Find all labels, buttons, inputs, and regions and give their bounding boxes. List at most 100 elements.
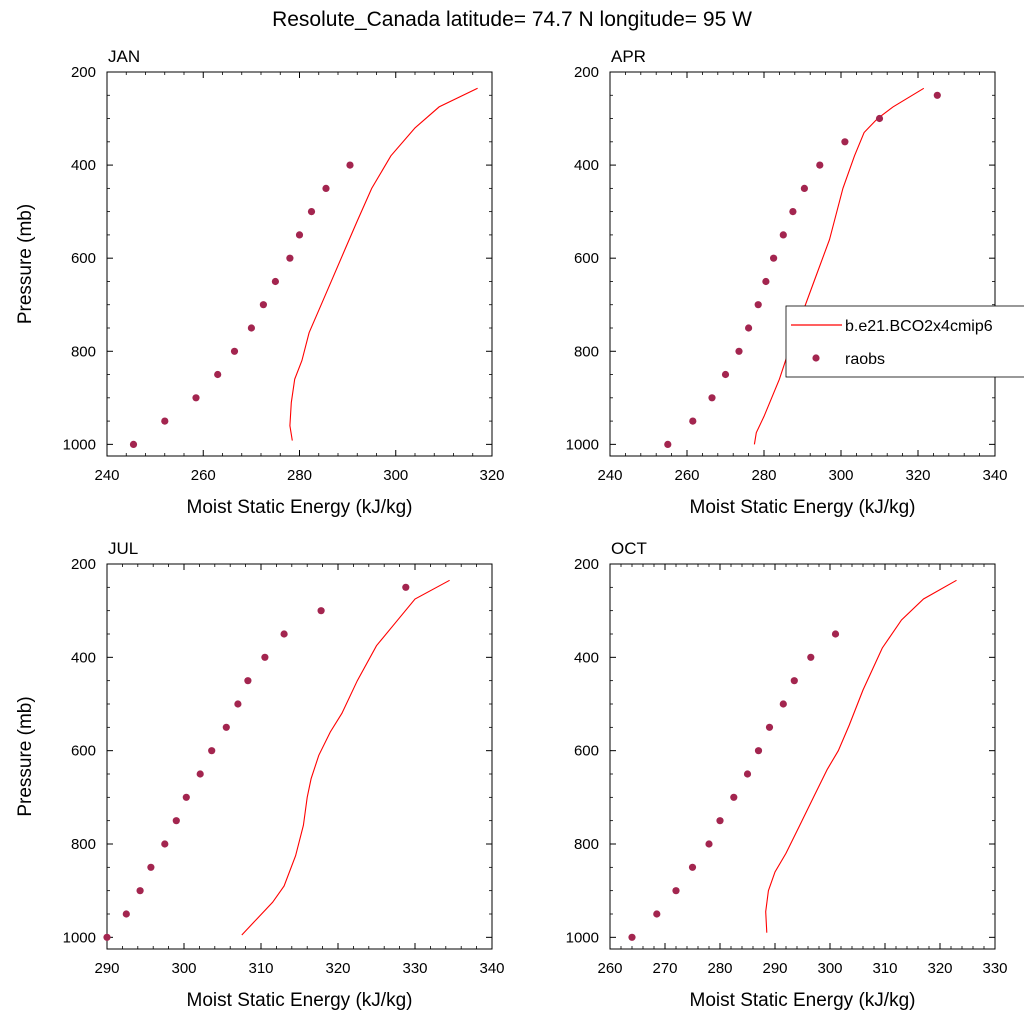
- raobs-point: [875, 114, 884, 123]
- legend-obs-swatch: [812, 354, 820, 362]
- raobs-point: [247, 324, 255, 332]
- panel-oct: 260 270 280 290 300 310 320 330 200 400 600 800 1000…: [566, 539, 1008, 1011]
- panel-jul: 290 300 310 320 330 340 200 400 600 800 1000 JUL Moi…: [15, 539, 505, 1011]
- figure-title: Resolute_Canada latitude= 74.7 N longitu…: [272, 8, 752, 31]
- model-profile-line: [289, 87, 478, 441]
- raobs-point: [214, 370, 222, 379]
- raobs-point: [172, 817, 180, 825]
- y-tick-label: 1000: [566, 436, 599, 453]
- y-tick-label: 1000: [63, 929, 96, 946]
- y-tick-label: 600: [574, 743, 599, 760]
- raobs-point: [831, 630, 840, 638]
- x-tick-label: 310: [248, 960, 273, 977]
- raobs-point: [122, 910, 130, 918]
- x-axis-label: Moist Static Energy (kJ/kg): [187, 990, 413, 1011]
- x-tick-label: 320: [927, 960, 952, 977]
- x-tick-label: 280: [751, 467, 776, 484]
- panels: 240 260 280 300 320 200 400 600 800 1000 JAN Moist …: [15, 47, 1008, 1011]
- raobs-point: [161, 840, 169, 848]
- plot-frame: [106, 563, 493, 950]
- raobs-point: [800, 184, 809, 192]
- raobs-point: [259, 301, 267, 309]
- y-tick-label: 200: [574, 556, 599, 573]
- raobs-point: [762, 277, 770, 286]
- raobs-point: [346, 161, 354, 169]
- x-tick-label: 240: [597, 467, 622, 484]
- raobs-point: [222, 723, 230, 731]
- x-axis-label: Moist Static Energy (kJ/kg): [187, 497, 413, 518]
- legend: b.e21.BCO2x4cmip6 raobs: [785, 305, 1024, 378]
- model-profile-line: [753, 87, 925, 445]
- y-tick-label: 200: [574, 64, 599, 81]
- x-tick-label: 260: [674, 467, 699, 484]
- x-tick-label: 300: [828, 467, 853, 484]
- y-tick-label: 200: [71, 64, 96, 81]
- raobs-point: [136, 887, 144, 895]
- raobs-point: [196, 770, 204, 778]
- x-tick-label: 300: [817, 960, 842, 977]
- raobs-point: [317, 607, 325, 615]
- panel-apr: 240 260 280 300 320 340 200 400 600 800 1000 APR Moi…: [566, 47, 1008, 518]
- raobs-point: [208, 747, 216, 755]
- y-tick-label: 400: [71, 649, 96, 666]
- x-tick-label: 290: [762, 960, 787, 977]
- panel-title: JAN: [108, 47, 140, 66]
- x-tick-label: 310: [872, 960, 897, 977]
- raobs-point: [147, 863, 155, 871]
- y-tick-label: 800: [574, 836, 599, 853]
- raobs-point: [770, 254, 778, 262]
- y-tick-label: 800: [71, 343, 96, 360]
- raobs-point: [730, 793, 738, 801]
- x-tick-label: 290: [94, 960, 119, 977]
- raobs-point: [244, 677, 252, 685]
- raobs-point: [161, 417, 169, 425]
- x-axis-label: Moist Static Energy (kJ/kg): [690, 497, 916, 518]
- x-tick-label: 340: [479, 960, 504, 977]
- y-axis-label: Pressure (mb): [15, 696, 36, 816]
- y-tick-label: 400: [71, 157, 96, 174]
- raobs-point: [789, 208, 797, 216]
- x-tick-label: 320: [479, 467, 504, 484]
- raobs-point: [261, 653, 269, 661]
- y-tick-label: 600: [71, 743, 96, 760]
- plot-frame: [609, 71, 996, 457]
- raobs-point: [745, 324, 753, 332]
- y-tick-label: 1000: [63, 436, 96, 453]
- x-tick-label: 320: [325, 960, 350, 977]
- y-tick-label: 600: [574, 250, 599, 267]
- y-tick-label: 600: [71, 250, 96, 267]
- x-tick-label: 300: [383, 467, 408, 484]
- raobs-point: [816, 161, 824, 169]
- raobs-point: [754, 747, 763, 755]
- y-axis-label: Pressure (mb): [15, 204, 36, 324]
- raobs-point: [933, 91, 941, 99]
- raobs-point: [688, 863, 697, 871]
- x-tick-label: 260: [191, 467, 216, 484]
- raobs-point: [402, 583, 410, 591]
- legend-box: [785, 305, 1024, 378]
- raobs-point: [322, 184, 330, 192]
- model-profile-line: [765, 579, 957, 933]
- raobs-point: [295, 231, 304, 239]
- y-tick-label: 1000: [566, 929, 599, 946]
- x-tick-label: 320: [905, 467, 930, 484]
- y-tick-label: 400: [574, 157, 599, 174]
- x-axis-label: Moist Static Energy (kJ/kg): [690, 990, 916, 1011]
- raobs-point: [765, 723, 774, 731]
- raobs-point: [708, 394, 716, 402]
- raobs-point: [271, 277, 279, 286]
- raobs-point: [307, 208, 316, 216]
- x-tick-label: 280: [287, 467, 312, 484]
- y-tick-label: 800: [71, 836, 96, 853]
- x-tick-label: 330: [402, 960, 427, 977]
- x-tick-label: 330: [982, 960, 1007, 977]
- raobs-point: [286, 254, 294, 262]
- raobs-point: [672, 887, 680, 895]
- raobs-point: [790, 677, 798, 685]
- raobs-point: [628, 933, 636, 941]
- panel-jan: 240 260 280 300 320 200 400 600 800 1000 JAN Moist …: [15, 47, 505, 518]
- legend-model-label: b.e21.BCO2x4cmip6: [845, 318, 993, 335]
- raobs-point: [779, 231, 787, 239]
- x-tick-label: 270: [652, 960, 677, 977]
- raobs-point: [664, 440, 672, 448]
